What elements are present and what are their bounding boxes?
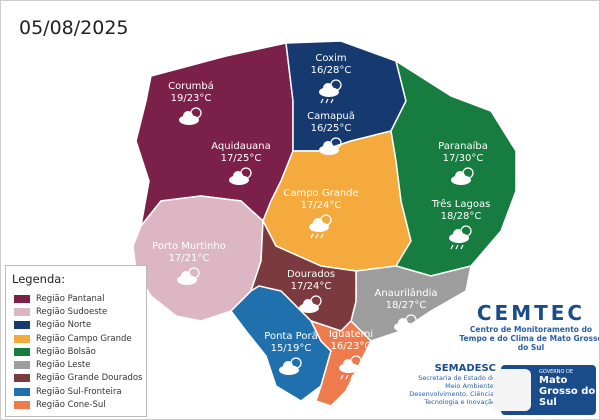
legend-swatch [14,387,30,396]
legend-title: Legenda: [12,272,66,286]
cemtec-title: CEMTEC [476,301,586,325]
city-forecast: Aquidauana 17/25°C [211,141,271,165]
partly-cloudy-icon [279,357,302,375]
city-forecast: Coxim 16/28°C [311,53,352,77]
region-regi-o-cone-sul [309,319,372,407]
legend-label: Região Norte [36,320,92,331]
gov-name: Mato Grosso do Sul [539,375,596,408]
city-temp: 19/23°C [170,93,212,104]
thunderstorm-icon [449,225,472,250]
partly-cloudy-icon [394,314,417,332]
city-name: Coxim [315,53,347,64]
cemtec-subtitle: Centro de Monitoramento do Tempo e do Cl… [459,325,600,352]
city-temp: 17/24°C [290,281,332,292]
legend-item: Região Cone-Sul [14,398,146,411]
legend-item: Região Sudoeste [14,305,146,318]
city-temp: 17/21°C [168,253,210,264]
legend-swatch [14,294,30,303]
legend-swatch [14,374,30,383]
city-forecast: Iguatemi 16/23°C [329,329,373,353]
city-name: Porto Murtinho [152,241,226,252]
city-name: Paranaíba [438,141,488,152]
legend-label: Região Cone-Sul [36,400,106,411]
city-temp: 15/19°C [270,343,312,354]
city-forecast: Campo Grande 17/24°C [283,188,358,212]
city-temp: 17/30°C [442,153,484,164]
legend-item: Região Bolsão [14,345,146,358]
legend-swatch [14,347,30,356]
region-regi-o-bols-o [390,59,517,277]
partly-cloudy-icon [451,167,474,185]
legend-label: Região Sul-Fronteira [36,386,122,397]
legend-swatch [14,321,30,330]
partly-cloudy-icon [319,137,342,155]
thunderstorm-icon [309,214,332,239]
legend-item: Região Norte [14,319,146,332]
city-temp: 18/28°C [440,211,482,222]
legend-label: Região Campo Grande [36,333,132,344]
city-forecast: Porto Murtinho 17/21°C [152,241,226,265]
partly-cloudy-icon [229,167,252,185]
city-name: Camapuã [307,111,355,122]
legend-label: Região Leste [36,360,91,371]
legend-item: Região Sul-Fronteira [14,385,146,398]
city-forecast: Ponta Porã 15/19°C [264,331,317,355]
city-forecast: Anaurilândia 18/27°C [374,288,437,312]
date-label: 05/08/2025 [19,17,129,39]
legend-item: Região Campo Grande [14,332,146,345]
city-forecast: Corumbá 19/23°C [168,81,214,105]
legend-swatch [14,401,30,410]
city-forecast: Dourados 17/24°C [287,269,335,293]
legend-label: Região Grande Dourados [36,373,143,384]
city-name: Iguatemi [328,329,374,340]
thunderstorm-icon [339,355,362,380]
legend-label: Região Pantanal [36,293,105,304]
city-name: Dourados [286,269,336,280]
legend-swatch [14,334,30,343]
city-temp: 16/23°C [330,341,372,352]
city-name: Corumbá [168,81,214,92]
legend-label: Região Bolsão [36,346,96,357]
legend-label: Região Sudoeste [36,306,108,317]
city-name: Campo Grande [283,188,359,199]
city-temp: 16/25°C [310,123,352,134]
partly-cloudy-icon [299,295,322,313]
coat-of-arms-icon [493,369,531,411]
partly-cloudy-icon [179,107,202,125]
city-temp: 18/27°C [385,300,427,311]
legend-item: Região Grande Dourados [14,372,146,385]
semadesc-logo: SEMADESC Secretaria de Estado de Meio Am… [401,363,496,406]
city-temp: 17/24°C [300,200,342,211]
cemtec-logo: CEMTEC Centro de Monitoramento do Tempo … [456,301,600,352]
city-temp: 16/28°C [310,65,352,76]
legend-swatch [14,361,30,370]
legend-swatch [14,307,30,316]
legend: Legenda: Região Pantanal Região Sudoeste R… [5,265,147,417]
city-temp: 17/25°C [220,153,262,164]
partly-cloudy-icon [177,267,200,285]
gov-small-text: GOVERNO DE [539,369,574,375]
city-name: Três Lagoas [431,199,491,210]
city-name: Anaurilândia [374,288,438,299]
semadesc-subtitle: Secretaria de Estado de Meio Ambiente, D… [409,374,496,406]
legend-item: Região Pantanal [14,292,146,305]
city-name: Aquidauana [211,141,271,152]
thunderstorm-icon [319,79,342,104]
city-forecast: Camapuã 16/25°C [307,111,355,135]
legend-item: Região Leste [14,358,146,371]
city-name: Ponta Porã [264,331,318,342]
city-forecast: Três Lagoas 18/28°C [432,199,491,223]
semadesc-title: SEMADESC [434,363,496,374]
city-forecast: Paranaíba 17/30°C [438,141,488,165]
government-logo: GOVERNO DE Mato Grosso do Sul [493,365,596,415]
